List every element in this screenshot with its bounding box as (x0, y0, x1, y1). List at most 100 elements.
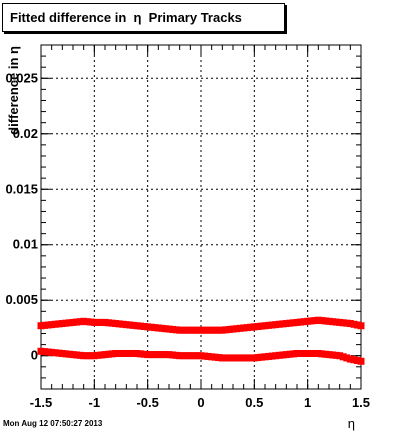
data-point (76, 351, 84, 359)
data-point (69, 318, 77, 326)
data-point (137, 350, 145, 358)
data-point (325, 317, 333, 325)
data-point (307, 349, 315, 357)
grid-layer (40, 45, 362, 389)
data-point (311, 349, 319, 357)
data-point (80, 352, 88, 360)
data-point (41, 348, 49, 356)
x-tick-label: 1 (304, 395, 311, 410)
data-point (300, 349, 308, 357)
data-point (55, 320, 63, 328)
data-point (272, 352, 280, 360)
data-point (119, 320, 127, 328)
series-layer (37, 316, 365, 365)
data-point (80, 317, 88, 325)
data-point (144, 323, 152, 331)
data-point (161, 351, 169, 359)
data-point (172, 351, 180, 359)
data-point (286, 319, 294, 327)
data-point (229, 325, 237, 333)
data-point (208, 326, 216, 334)
data-point (172, 326, 180, 334)
data-point (161, 325, 169, 333)
data-point (272, 321, 280, 329)
data-point (179, 352, 187, 360)
data-point (108, 319, 116, 327)
y-tick-label: 0.025 (5, 70, 38, 85)
data-point (289, 319, 297, 327)
x-tick-label: -1.5 (30, 395, 52, 410)
data-point (254, 322, 262, 330)
data-point (83, 352, 91, 360)
data-point (257, 322, 265, 330)
x-axis-label: η (348, 416, 355, 431)
data-point (233, 325, 241, 333)
data-point (211, 353, 219, 361)
data-point (44, 348, 52, 356)
data-point (311, 317, 319, 325)
data-point (265, 352, 273, 360)
data-point (94, 351, 102, 359)
x-tick-label: -1 (89, 395, 101, 410)
axes-layer (40, 44, 362, 390)
y-axis-label: difference in η (6, 46, 21, 135)
data-point (169, 351, 177, 359)
data-point (140, 350, 148, 358)
data-point (350, 320, 358, 328)
data-point (44, 321, 52, 329)
data-point (343, 319, 351, 327)
data-point (186, 352, 194, 360)
data-point (101, 318, 109, 326)
data-point (250, 354, 258, 362)
data-point (261, 353, 269, 361)
data-point (112, 320, 120, 328)
data-point (336, 318, 344, 326)
data-point (115, 320, 123, 328)
data-point (339, 319, 347, 327)
data-point (225, 354, 233, 362)
data-point (147, 351, 155, 359)
data-point (58, 320, 66, 328)
data-point (201, 352, 209, 360)
data-point (268, 321, 276, 329)
labels-layer: -1.5 -1 -0.5 0 0.5 1 1.5 0 0.005 0.01 0.015 0.02 0.0… (5, 46, 370, 431)
data-point (250, 323, 258, 331)
data-point (105, 350, 113, 358)
data-point (240, 354, 248, 362)
data-point (58, 349, 66, 357)
data-point (261, 322, 269, 330)
data-point (51, 320, 59, 328)
data-point (147, 323, 155, 331)
data-point (286, 350, 294, 358)
data-point (115, 349, 123, 357)
data-point (318, 317, 326, 325)
data-point (265, 321, 273, 329)
data-point (314, 316, 322, 324)
data-point (339, 353, 347, 361)
data-point (243, 324, 251, 332)
data-point (97, 318, 105, 326)
data-point (144, 351, 152, 359)
data-point (357, 322, 365, 330)
data-point (289, 350, 297, 358)
data-point (176, 326, 184, 334)
data-point (101, 351, 109, 359)
data-point (282, 320, 290, 328)
data-point (346, 320, 354, 328)
data-point (346, 355, 354, 363)
data-point (140, 322, 148, 330)
data-point (357, 357, 365, 365)
data-point (37, 347, 45, 355)
data-point (329, 318, 337, 326)
x-tick-label: -0.5 (136, 395, 158, 410)
data-point (183, 326, 191, 334)
data-point (137, 322, 145, 330)
data-point (154, 351, 162, 359)
data-point (129, 349, 137, 357)
data-point (197, 352, 205, 360)
data-point (211, 326, 219, 334)
y-tick-label: 0.005 (5, 292, 38, 307)
data-point (201, 326, 209, 334)
data-point (218, 354, 226, 362)
data-point (158, 351, 166, 359)
